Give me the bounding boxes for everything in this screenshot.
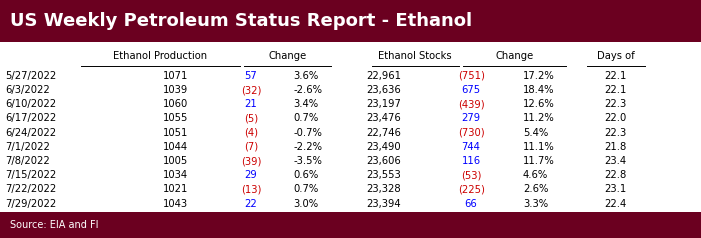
Text: 11.2%: 11.2%: [523, 114, 554, 124]
FancyBboxPatch shape: [0, 212, 701, 238]
Text: 5/27/2022: 5/27/2022: [6, 71, 57, 81]
Text: (4): (4): [244, 128, 258, 138]
Text: 0.7%: 0.7%: [293, 184, 318, 194]
Text: (32): (32): [240, 85, 261, 95]
Text: US Weekly Petroleum Status Report - Ethanol: US Weekly Petroleum Status Report - Etha…: [10, 12, 472, 30]
Text: Days of: Days of: [597, 51, 635, 61]
Text: (751): (751): [458, 71, 484, 81]
Text: 279: 279: [461, 114, 481, 124]
Text: -0.7%: -0.7%: [293, 128, 322, 138]
Text: 23,394: 23,394: [367, 198, 401, 208]
Text: (225): (225): [458, 184, 484, 194]
Text: Change: Change: [496, 51, 533, 61]
Text: 6/24/2022: 6/24/2022: [6, 128, 57, 138]
Text: (13): (13): [240, 184, 261, 194]
Text: Ethanol Production: Ethanol Production: [113, 51, 207, 61]
Text: 1043: 1043: [163, 198, 188, 208]
Text: 11.7%: 11.7%: [523, 156, 554, 166]
Text: 7/8/2022: 7/8/2022: [6, 156, 50, 166]
Text: 7/29/2022: 7/29/2022: [6, 198, 57, 208]
Text: 22.4: 22.4: [604, 198, 627, 208]
Text: 6/3/2022: 6/3/2022: [6, 85, 50, 95]
Text: 22.0: 22.0: [604, 114, 627, 124]
Text: -2.6%: -2.6%: [293, 85, 322, 95]
Text: (5): (5): [244, 114, 258, 124]
Text: 3.0%: 3.0%: [293, 198, 318, 208]
Text: 21.8: 21.8: [604, 142, 627, 152]
Text: 12.6%: 12.6%: [523, 99, 554, 109]
Text: 23,490: 23,490: [367, 142, 401, 152]
Text: 29: 29: [245, 170, 257, 180]
FancyBboxPatch shape: [0, 0, 701, 42]
Text: 0.6%: 0.6%: [293, 170, 318, 180]
Text: 23,197: 23,197: [366, 99, 401, 109]
Text: 1034: 1034: [163, 170, 188, 180]
Text: 1005: 1005: [163, 156, 188, 166]
Text: (7): (7): [244, 142, 258, 152]
Text: -3.5%: -3.5%: [293, 156, 322, 166]
Text: 23,328: 23,328: [367, 184, 401, 194]
Text: Change: Change: [268, 51, 306, 61]
Text: 23,476: 23,476: [366, 114, 401, 124]
Text: 22: 22: [245, 198, 257, 208]
Text: 18.4%: 18.4%: [523, 85, 554, 95]
Text: 6/17/2022: 6/17/2022: [6, 114, 57, 124]
Text: 0.7%: 0.7%: [293, 114, 318, 124]
Text: 22,746: 22,746: [366, 128, 401, 138]
Text: Source: EIA and FI: Source: EIA and FI: [10, 220, 98, 230]
Text: 23,553: 23,553: [366, 170, 401, 180]
Text: 116: 116: [461, 156, 481, 166]
Text: 22,961: 22,961: [366, 71, 401, 81]
Text: 7/1/2022: 7/1/2022: [6, 142, 50, 152]
Text: 1071: 1071: [163, 71, 188, 81]
Text: 5.4%: 5.4%: [523, 128, 548, 138]
Text: 744: 744: [462, 142, 480, 152]
Text: 1021: 1021: [163, 184, 188, 194]
Text: 2.6%: 2.6%: [523, 184, 548, 194]
Text: (39): (39): [240, 156, 261, 166]
Text: 22.1: 22.1: [604, 71, 627, 81]
Text: 1044: 1044: [163, 142, 188, 152]
Text: 7/22/2022: 7/22/2022: [6, 184, 57, 194]
Text: 7/15/2022: 7/15/2022: [6, 170, 57, 180]
Text: 1060: 1060: [163, 99, 188, 109]
Text: 23,636: 23,636: [366, 85, 401, 95]
Text: (730): (730): [458, 128, 484, 138]
Text: 4.6%: 4.6%: [523, 170, 548, 180]
Text: 23.4: 23.4: [604, 156, 627, 166]
Text: -2.2%: -2.2%: [293, 142, 322, 152]
Text: Ethanol Stocks: Ethanol Stocks: [378, 51, 452, 61]
Text: 17.2%: 17.2%: [523, 71, 554, 81]
Text: 3.4%: 3.4%: [293, 99, 318, 109]
Text: 675: 675: [461, 85, 481, 95]
Text: 21: 21: [245, 99, 257, 109]
Text: 22.3: 22.3: [604, 99, 627, 109]
Text: 22.3: 22.3: [604, 128, 627, 138]
Text: 11.1%: 11.1%: [523, 142, 554, 152]
Text: 3.6%: 3.6%: [293, 71, 318, 81]
Text: 57: 57: [245, 71, 257, 81]
Text: (439): (439): [458, 99, 484, 109]
Text: 6/10/2022: 6/10/2022: [6, 99, 57, 109]
Text: 22.8: 22.8: [604, 170, 627, 180]
Text: 23,606: 23,606: [366, 156, 401, 166]
Text: (53): (53): [461, 170, 482, 180]
Text: 22.1: 22.1: [604, 85, 627, 95]
Text: 23.1: 23.1: [604, 184, 627, 194]
Text: 3.3%: 3.3%: [523, 198, 548, 208]
Text: 66: 66: [465, 198, 477, 208]
Text: 1051: 1051: [163, 128, 188, 138]
Text: 1039: 1039: [163, 85, 188, 95]
Text: 1055: 1055: [163, 114, 188, 124]
